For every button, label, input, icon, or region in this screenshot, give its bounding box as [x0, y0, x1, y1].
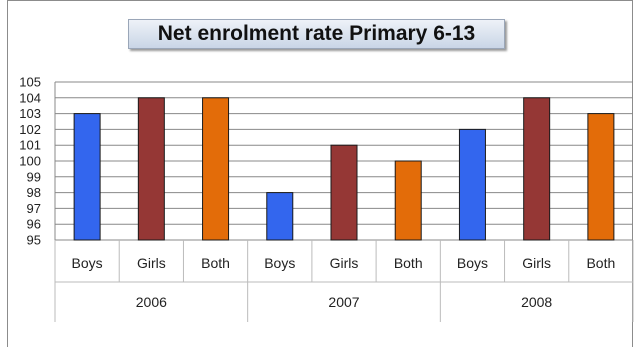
chart-title-text: Net enrolment rate Primary 6-13 [157, 22, 476, 45]
category-label: Both [586, 255, 615, 271]
group-label: 2006 [136, 294, 167, 310]
category-label: Boys [264, 255, 295, 271]
bar [394, 160, 422, 241]
bar [523, 97, 551, 241]
chart-title: Net enrolment rate Primary 6-13 [128, 19, 505, 49]
bar [266, 192, 294, 241]
category-label: Both [201, 255, 230, 271]
y-tick-label: 104 [19, 90, 41, 105]
bar [587, 113, 615, 241]
bar [202, 97, 230, 241]
y-tick-label: 96 [27, 217, 41, 232]
bar [330, 144, 358, 241]
y-tick-label: 97 [27, 201, 41, 216]
y-tick-label: 99 [27, 169, 41, 184]
category-label: Girls [330, 255, 359, 271]
category-label: Boys [72, 255, 103, 271]
category-label: Girls [522, 255, 551, 271]
category-label: Girls [137, 255, 166, 271]
bar [73, 113, 101, 241]
y-tick-label: 102 [19, 122, 41, 137]
group-label: 2008 [521, 294, 552, 310]
bar [137, 97, 165, 241]
y-tick-label: 103 [19, 106, 41, 121]
category-label: Boys [457, 255, 488, 271]
y-tick-label: 105 [19, 75, 41, 90]
bar [458, 128, 486, 241]
y-tick-label: 95 [27, 233, 41, 248]
y-tick-label: 98 [27, 185, 41, 200]
y-tick-label: 101 [19, 138, 41, 153]
y-tick-label: 100 [19, 154, 41, 169]
category-label: Both [394, 255, 423, 271]
group-label: 2007 [328, 294, 359, 310]
